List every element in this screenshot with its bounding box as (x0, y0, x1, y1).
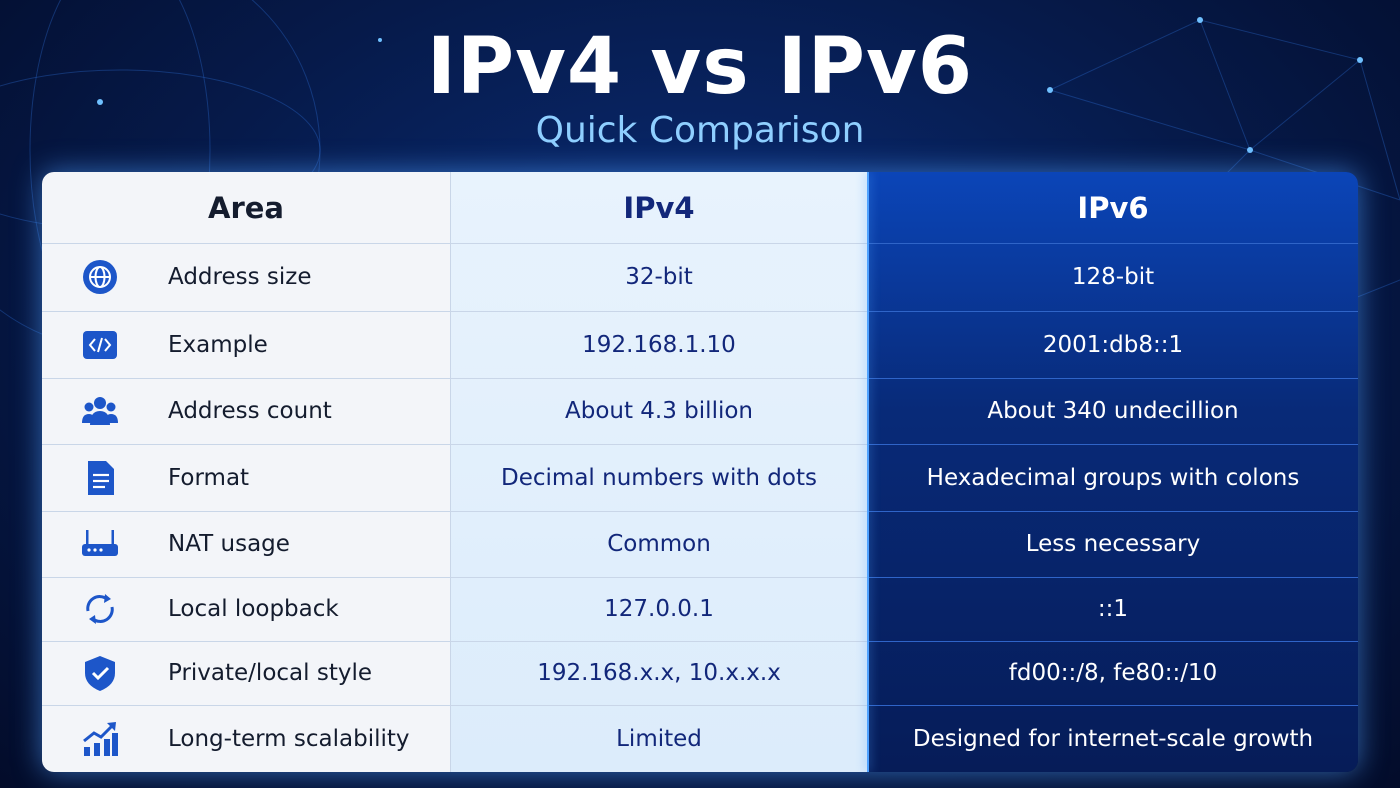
table-cell: 128-bit (1071, 264, 1155, 290)
table-cell: Common (607, 531, 711, 557)
column-divider (867, 172, 869, 772)
ipv4-column (450, 172, 868, 772)
row-divider (42, 577, 868, 578)
row-divider (42, 641, 868, 642)
table-cell: Less necessary (1025, 531, 1201, 557)
table-cell: About 4.3 billion (564, 398, 753, 424)
table-cell: 127.0.0.1 (604, 596, 714, 622)
table-cell: Address size (168, 264, 312, 290)
header-cell: IPv4 (623, 190, 695, 225)
row-icon (83, 260, 117, 294)
table-cell: 192.168.1.10 (582, 331, 736, 358)
table-cell: Format (168, 464, 250, 491)
row-divider (868, 243, 1358, 244)
table-cell: Designed for internet-scale growth (912, 725, 1314, 752)
row-icon (88, 460, 114, 495)
table-cell: 192.168.x.x, 10.x.x.x (537, 660, 781, 686)
table-cell: Long-term scalability (168, 725, 410, 752)
row-divider (42, 378, 868, 379)
row-icon (85, 656, 115, 691)
row-divider (42, 511, 868, 512)
table-cell: fd00::/8, fe80::/10 (1008, 660, 1218, 686)
row-icon (82, 397, 118, 425)
column-divider (450, 172, 451, 772)
table-cell: Decimal numbers with dots (501, 464, 817, 491)
row-divider (868, 311, 1358, 312)
table-cell: Limited (616, 725, 702, 752)
row-icon (82, 530, 118, 556)
subtitle: Quick Comparison (535, 110, 865, 151)
row-divider (868, 511, 1358, 512)
row-divider (868, 641, 1358, 642)
table-cell: 2001:db8::1 (1042, 331, 1184, 358)
table-cell: Example (168, 331, 268, 358)
table-cell: Local loopback (168, 596, 339, 622)
header-cell: Area (208, 190, 284, 225)
row-divider (868, 577, 1358, 578)
row-icon (83, 721, 118, 756)
table-cell: Address count (168, 398, 332, 424)
row-divider (42, 705, 868, 706)
row-divider (868, 705, 1358, 706)
row-divider (42, 444, 868, 445)
table-cell: NAT usage (168, 531, 290, 557)
ipv6-column (868, 172, 1358, 772)
row-divider (868, 444, 1358, 445)
table-cell: ::1 (1097, 596, 1129, 622)
row-divider (42, 311, 868, 312)
header-cell: IPv6 (1077, 190, 1149, 225)
comparison-table: Area IPv4 IPv6 Address size 32-bit 128-bit Exa… (42, 172, 1358, 772)
row-divider (42, 243, 868, 244)
table-cell: 32-bit (625, 264, 693, 290)
row-icon (83, 330, 117, 359)
table-cell: Hexadecimal groups with colons (926, 464, 1300, 491)
title: IPv4 vs IPv6 (426, 22, 974, 112)
row-icon (86, 594, 114, 624)
row-divider (868, 378, 1358, 379)
table-cell: About 340 undecillion (987, 398, 1239, 424)
table-cell: Private/local style (168, 660, 372, 686)
